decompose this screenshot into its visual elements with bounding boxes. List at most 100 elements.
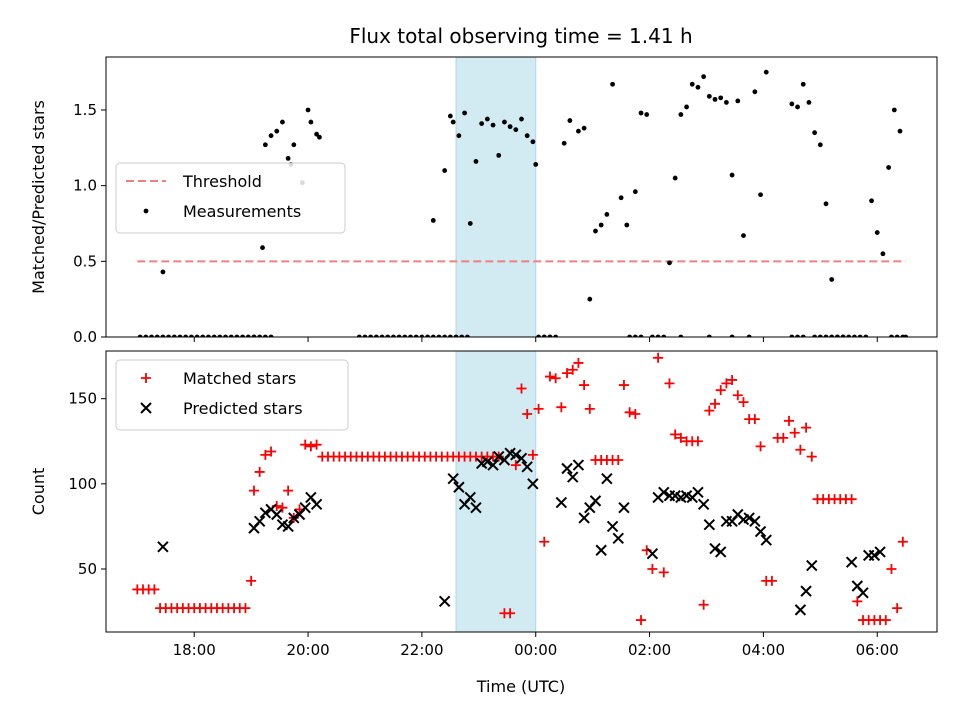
predicted-stars-point bbox=[692, 486, 704, 499]
measurements-point bbox=[567, 118, 573, 123]
measurements-point bbox=[519, 116, 524, 122]
measurements-point bbox=[507, 124, 513, 130]
measurements-point bbox=[456, 133, 462, 139]
matched-stars-point bbox=[658, 567, 669, 578]
measurements-point bbox=[530, 139, 536, 145]
measurements-point bbox=[217, 334, 223, 337]
predicted-stars-point bbox=[800, 585, 812, 597]
measurements-point bbox=[257, 334, 263, 337]
measurements-point bbox=[154, 334, 160, 337]
matched-stars-point bbox=[636, 615, 647, 626]
plot-frame bbox=[105, 350, 938, 633]
measurements-point bbox=[678, 334, 684, 337]
measurements-point bbox=[442, 334, 448, 337]
legend-label-threshold: Threshold bbox=[182, 172, 262, 191]
matched-stars-point bbox=[567, 364, 578, 375]
measurements-point bbox=[413, 334, 419, 337]
matched-stars-point bbox=[675, 432, 686, 443]
measurements-point bbox=[459, 334, 465, 337]
measurements-point bbox=[897, 128, 903, 134]
measurements-point bbox=[735, 98, 741, 104]
measurements-point bbox=[479, 121, 485, 126]
predicted-stars-point bbox=[157, 541, 169, 553]
measurements-point bbox=[447, 113, 453, 119]
predicted-stars-point bbox=[754, 525, 767, 538]
measurements-point bbox=[274, 128, 280, 134]
matched-stars-point bbox=[305, 441, 316, 452]
matched-stars-point bbox=[892, 603, 903, 614]
matched-stars-point bbox=[727, 374, 738, 385]
measurements-point bbox=[547, 334, 553, 337]
measurements-point bbox=[667, 260, 672, 266]
predicted-stars-point bbox=[646, 547, 659, 560]
measurements-point bbox=[419, 334, 425, 337]
measurements-point bbox=[789, 101, 795, 107]
measurements-point bbox=[467, 221, 473, 226]
predicted-stars-point bbox=[521, 461, 533, 473]
measurements-point bbox=[823, 334, 829, 337]
predicted-stars-point bbox=[259, 507, 272, 519]
measurements-point bbox=[262, 142, 268, 148]
matched-stars-point bbox=[806, 451, 817, 462]
measurements-point bbox=[880, 251, 886, 257]
matched-stars-point bbox=[562, 368, 573, 379]
matched-stars-point bbox=[801, 422, 812, 433]
measurements-point bbox=[789, 334, 795, 337]
predicted-stars-point bbox=[618, 501, 630, 514]
measurements-point bbox=[886, 165, 892, 170]
measurements-point bbox=[581, 125, 587, 131]
measurements-point bbox=[200, 334, 206, 337]
predicted-stars-point bbox=[857, 587, 869, 599]
predicted-stars-point bbox=[447, 473, 459, 485]
measurements-point bbox=[712, 96, 718, 102]
measurements-point bbox=[143, 334, 149, 337]
matched-stars-point bbox=[710, 398, 721, 409]
matched-stars-point bbox=[277, 502, 288, 513]
measurements-point bbox=[177, 334, 183, 337]
matched-stars-point bbox=[240, 603, 251, 614]
measurements-point bbox=[874, 230, 880, 235]
measurements-point bbox=[268, 334, 274, 337]
measurements-point bbox=[823, 201, 829, 207]
measurements-point bbox=[834, 334, 840, 337]
counts-panel: 18:00 20:00 22:00 00:00 02:00 04:00 06:00 50 100… bbox=[29, 350, 938, 659]
matched-stars-point bbox=[613, 454, 624, 465]
y-axis-label: Count bbox=[29, 468, 48, 516]
measurements-point bbox=[465, 334, 470, 337]
matched-stars-point bbox=[311, 439, 322, 450]
x-tick-label: 00:00 bbox=[514, 641, 557, 659]
predicted-stars-point bbox=[555, 496, 568, 509]
measurements-point bbox=[183, 334, 189, 337]
measurements-point bbox=[160, 334, 166, 337]
matched-stars-point bbox=[755, 441, 766, 452]
matched-stars-point bbox=[784, 415, 795, 426]
measurements-point bbox=[829, 334, 835, 337]
measurements-point bbox=[869, 198, 874, 204]
measurements-point bbox=[624, 222, 630, 228]
legend-swatch-matched-stars bbox=[141, 373, 151, 383]
measurements-point bbox=[137, 334, 143, 337]
legend-box bbox=[115, 162, 346, 234]
measurements-point bbox=[706, 93, 712, 99]
measurements-point bbox=[251, 334, 257, 337]
predicted-stars-point bbox=[794, 604, 807, 616]
measurements-point bbox=[661, 334, 667, 337]
measurements-point bbox=[900, 334, 906, 337]
predicted-stars-point bbox=[874, 546, 886, 558]
measurements-point bbox=[245, 334, 251, 337]
measurements-point bbox=[889, 334, 894, 337]
measurements-point bbox=[891, 107, 897, 113]
measurements-point bbox=[638, 110, 644, 116]
matched-stars-point bbox=[624, 407, 635, 418]
y-tick-label: 100 bbox=[68, 475, 97, 493]
measurements-point bbox=[638, 334, 644, 337]
predicted-stars-point bbox=[453, 481, 465, 493]
measurements-point bbox=[171, 334, 177, 337]
predicted-stars-point bbox=[845, 556, 858, 568]
predicted-stars-point bbox=[658, 486, 670, 499]
measurements-point bbox=[160, 269, 166, 275]
measurements-point bbox=[846, 334, 852, 337]
measurements-point bbox=[812, 130, 818, 136]
measurements-point bbox=[206, 334, 211, 337]
predicted-stars-point bbox=[709, 542, 721, 555]
